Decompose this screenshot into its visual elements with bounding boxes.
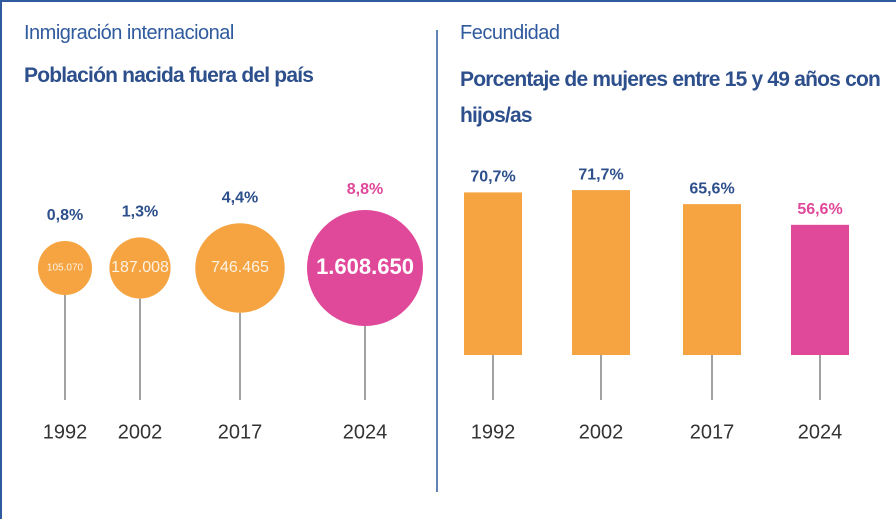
bar [683, 204, 741, 355]
x-tick-label: 2024 [343, 421, 388, 443]
value-label: 4,4% [222, 189, 258, 206]
size-label: 1.608.650 [316, 254, 414, 279]
x-tick-label: 2017 [690, 421, 735, 443]
bubble [306, 209, 424, 327]
value-label: 56,6% [797, 201, 842, 218]
x-tick-label: 1992 [43, 421, 88, 443]
x-tick-label: 2024 [798, 421, 843, 443]
size-label: 105.070 [47, 263, 84, 274]
value-label: 70,7% [470, 169, 515, 186]
supertitle: Inmigración internacional [24, 22, 234, 44]
supertitle: Fecundidad [460, 22, 560, 44]
value-label: 65,6% [689, 180, 734, 197]
bubble [195, 223, 285, 313]
bubble [37, 240, 93, 296]
x-tick-label: 2017 [218, 421, 263, 443]
x-tick-label: 2002 [579, 421, 624, 443]
value-label: 8,8% [347, 181, 383, 198]
value-label: 71,7% [578, 166, 623, 183]
bar [791, 224, 849, 355]
bar [572, 190, 630, 355]
chart-title: Porcentaje de mujeres entre 15 y 49 años… [460, 68, 881, 127]
x-tick-label: 2002 [118, 421, 163, 443]
value-label: 1,3% [122, 204, 158, 221]
bubble [109, 237, 171, 299]
x-tick-label: 1992 [471, 421, 516, 443]
size-label: 187.008 [111, 259, 169, 276]
value-label: 0,8% [47, 207, 83, 224]
size-label: 746.465 [211, 259, 269, 276]
bar [464, 192, 522, 355]
chart-title: Población nacida fuera del país [24, 64, 314, 87]
